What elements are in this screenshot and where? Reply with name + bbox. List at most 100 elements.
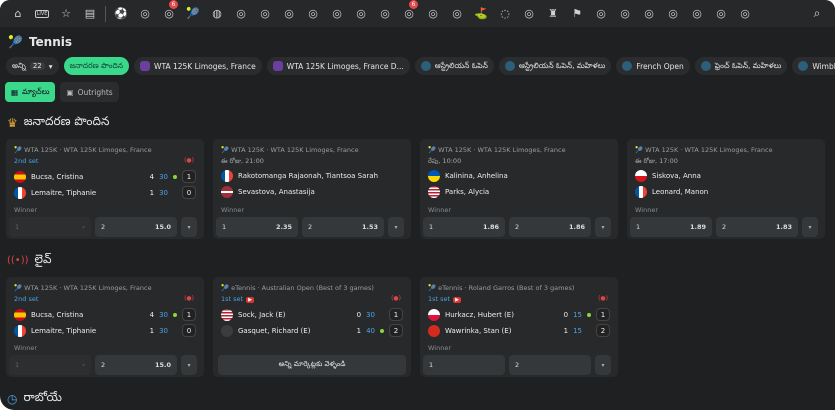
special-icon[interactable]: ◎ [596, 7, 606, 20]
match-card[interactable]: 🎾 WTA 125K · WTA 125K Limoges, France 2n… [6, 139, 204, 239]
serve-indicator [173, 312, 177, 317]
us-flag-icon [221, 308, 233, 321]
crown-icon: ♛ [7, 115, 18, 130]
outcome-label: 2 [515, 223, 520, 231]
soccer-icon[interactable]: ⚽ [114, 7, 128, 20]
odds-button[interactable]: 1 [423, 355, 505, 375]
multi-icon[interactable]: ◎ [716, 7, 726, 20]
live-tracker-icon[interactable]: (●) [184, 295, 194, 302]
filter-chip[interactable]: French Open [616, 57, 690, 75]
outcome-label: 1 [15, 361, 20, 369]
live-icon[interactable]: LIVE [34, 9, 50, 18]
tournament-logo-icon [504, 61, 515, 71]
fifa-icon[interactable]: ◎ [620, 7, 630, 20]
player-row: Rakotomanga Rajaonah, Tiantsoa Sarah [221, 170, 403, 182]
more-markets-button[interactable]: ▾ [595, 355, 611, 375]
live-tracker-icon[interactable]: (●) [391, 295, 401, 302]
odds-button[interactable]: 2 [509, 355, 591, 375]
reel-lines-icon[interactable]: ◎ 6 [397, 0, 421, 24]
filter-chip[interactable]: ఫ్రెంచ్ ఓపెన్, మహిళలు [694, 57, 788, 75]
match-card[interactable]: 🎾 eTennis · Australian Open (Best of 3 g… [213, 277, 411, 377]
market-label: Winner [14, 206, 38, 214]
filter-chip[interactable]: ఆస్ట్రేలియన్ ఓపెన్, మహిళలు [498, 57, 612, 75]
betslip-icon[interactable]: ▤ [84, 7, 96, 20]
match-card[interactable]: 🎾 WTA 125K · WTA 125K Limoges, France రే… [420, 139, 618, 239]
filter-chip[interactable]: WTA 125K Limoges, France [134, 57, 262, 75]
odds-button[interactable]: 2 15.0 [95, 217, 177, 237]
odds-value: - [82, 361, 85, 369]
match-card[interactable]: 🎾 WTA 125K · WTA 125K Limoges, France ఈ … [627, 139, 825, 239]
odds-button[interactable]: 1 2.35 [216, 217, 298, 237]
chat-icon[interactable]: ◌ [500, 7, 510, 20]
home-icon[interactable]: ⌂ [14, 7, 22, 20]
odds-button[interactable]: 2 1.83 [716, 217, 798, 237]
cycling-icon[interactable]: ◎ [740, 7, 750, 20]
odds-button[interactable]: 1 1.86 [423, 217, 505, 237]
chevron-down-icon: ▾ [48, 61, 53, 71]
more-markets-button[interactable]: ▾ [388, 217, 404, 237]
filter-chip[interactable]: WTA 125K Limoges, France D... [266, 57, 410, 75]
flag-icon[interactable]: ⚑ [572, 7, 582, 20]
odds-button[interactable]: 1- [9, 217, 91, 237]
odds-button[interactable]: 2 1.86 [509, 217, 591, 237]
tab-outrights[interactable]: ▣ Outrights [60, 82, 119, 102]
live-tracker-icon[interactable]: (●) [598, 295, 608, 302]
player-name: Siskova, Anna [652, 172, 701, 180]
filter-chip[interactable]: జనాదరణ పొందిన [63, 57, 130, 75]
table-tennis-icon[interactable]: ◎ [452, 7, 462, 20]
more-markets-button[interactable]: ▾ [181, 217, 197, 237]
esports-icon[interactable]: ◎ [524, 7, 534, 20]
horse-racing-icon[interactable]: ◎ [380, 7, 390, 20]
filter-chip[interactable]: Wimbl [792, 57, 835, 75]
all-markets-button[interactable]: అన్ని మార్కెట్లకు వెళ్ళండి [218, 355, 406, 375]
points-score: 30 [159, 310, 168, 319]
tournament-logo-icon [420, 61, 431, 71]
odds-button[interactable]: 2 1.53 [302, 217, 384, 237]
tab-matches[interactable]: ▦ మ్యాచ్‌లు [5, 82, 56, 102]
tennis-icon: 🎾 [635, 146, 646, 154]
basketball-cup-icon[interactable]: ◎ 6 [157, 0, 181, 24]
boxing-icon[interactable]: ◎ [140, 7, 150, 20]
match-card[interactable]: 🎾 WTA 125K · WTA 125K Limoges, France 2n… [6, 277, 204, 377]
golf-icon[interactable]: ⛳ [474, 7, 488, 20]
cricket-icon[interactable]: ◎ [236, 7, 246, 20]
chip-label: ఆస్ట్రేలియన్ ఓపెన్, మహిళలు [518, 60, 606, 70]
live-tracker-icon[interactable]: (●) [184, 157, 194, 164]
live-stream-icon[interactable]: ▶ [246, 297, 254, 303]
odds-value: 15.0 [154, 223, 171, 231]
chess-icon[interactable]: ♜ [548, 7, 558, 20]
league-label: 🎾 eTennis · Australian Open (Best of 3 g… [221, 284, 374, 292]
odds-button[interactable]: 1- [9, 355, 91, 375]
player-row: Sock, Jack (E) 0 30 1 [221, 308, 403, 321]
league-label: 🎾 WTA 125K · WTA 125K Limoges, France [14, 146, 152, 154]
odds-button[interactable]: 2 15.0 [95, 355, 177, 375]
search-icon[interactable]: ⌕ [813, 6, 821, 20]
volleyball-icon[interactable]: ◎ [356, 7, 366, 20]
mma-icon[interactable]: ◎ [668, 7, 678, 20]
live-stream-icon[interactable]: ▶ [453, 297, 461, 303]
player-name: Leonard, Manon [652, 188, 709, 196]
outcome-label: 2 [722, 223, 727, 231]
pl-flag-icon [428, 308, 440, 321]
basketball-icon[interactable]: ◍ [212, 7, 222, 20]
hockey-icon[interactable]: ◎ [428, 7, 438, 20]
odds-button[interactable]: 1 1.89 [630, 217, 712, 237]
filter-chip[interactable]: ఆస్ట్రేలియన్ ఓపెన్ [414, 57, 494, 75]
badminton-icon[interactable]: ◎ [332, 7, 342, 20]
more-markets-button[interactable]: ▾ [595, 217, 611, 237]
tennis-icon[interactable]: 🎾 [186, 7, 200, 20]
star-icon[interactable]: ☆ [61, 7, 71, 20]
filter-chip[interactable]: అన్ని 22 ▾ [6, 57, 59, 75]
rugby-icon[interactable]: ◎ [284, 7, 294, 20]
match-card[interactable]: 🎾 WTA 125K · WTA 125K Limoges, France ఈ … [213, 139, 411, 239]
odds-value: 1.86 [482, 223, 499, 231]
more-markets-button[interactable]: ▾ [802, 217, 818, 237]
baseball-bat-icon[interactable]: ◎ [308, 7, 318, 20]
nhl-icon[interactable]: ◎ [260, 7, 270, 20]
chip-label: Wimbl [812, 61, 835, 71]
kabaddi-icon[interactable]: ◎ [692, 7, 702, 20]
more-markets-button[interactable]: ▾ [181, 355, 197, 375]
match-card[interactable]: 🎾 eTennis · Roland Garros (Best of 3 gam… [420, 277, 618, 377]
darts-icon[interactable]: ◎ [644, 7, 654, 20]
